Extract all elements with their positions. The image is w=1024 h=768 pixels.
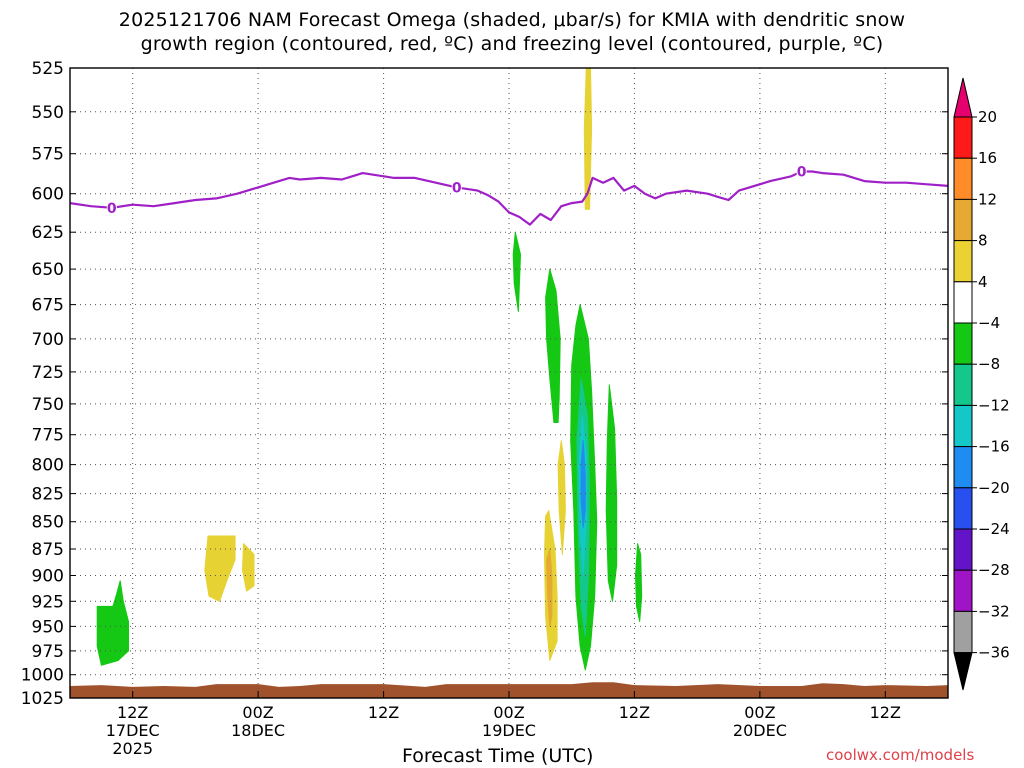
colorbar-label-2: 12 [978,190,997,208]
omega-region-5 [546,548,553,627]
colorbar-swatch-3 [953,240,973,283]
chart-title-line2: growth region (contoured, red, ºC) and f… [140,33,884,55]
colorbar-label-8: −16 [978,438,1010,456]
y-tick-label-725: 725 [32,363,64,383]
y-tick-label-875: 875 [32,540,64,560]
omega-region-2 [204,535,236,602]
colorbar-label-1: 16 [978,149,997,167]
y-tick-label-650: 650 [32,260,64,280]
freezing-label-bg-1 [451,179,462,195]
x-tick-label-1: 00Z [242,703,273,722]
freezing-label-bg-2 [796,163,807,179]
colorbar-label-12: −32 [978,602,1010,620]
omega-region-0 [557,440,566,555]
y-tick-label-1025: 1025 [21,689,64,709]
x-tick-label-2: 12Z [368,703,399,722]
y-tick-label-575: 575 [32,145,64,165]
x-tick-date-0: 17DEC [106,721,160,740]
freezing-level-contour: 0 0 0 [69,163,949,226]
y-tick-label-900: 900 [32,567,64,587]
y-tick-label-850: 850 [32,513,64,533]
omega-shading [96,67,643,671]
colorbar-swatch-11 [953,569,973,612]
colorbar-label-10: −24 [978,520,1010,538]
colorbar-swatch-2 [953,198,973,242]
colorbar-label-3: 8 [978,232,988,250]
y-tick-label-1000: 1000 [21,666,64,686]
x-tick-label-0: 12Z [117,703,148,722]
y-tick-label-675: 675 [32,296,64,316]
omega-region-1 [583,67,593,210]
grid-lines [70,68,948,698]
y-tick-label-550: 550 [32,103,64,123]
omega-region-8 [545,268,561,423]
omega-region-11 [635,543,643,622]
colorbar-label-9: −20 [978,479,1010,497]
colorbar-label-11: −28 [978,561,1010,579]
y-tick-label-700: 700 [32,330,64,350]
colorbar-swatch-6 [953,363,973,406]
freezing-label-bg-0 [106,199,117,215]
terrain-shape [70,682,948,698]
colorbar-label-4: 4 [978,273,988,291]
colorbar-swatch-4 [953,281,973,324]
x-tick-date-1: 18DEC [231,721,285,740]
x-tick-date-5: 20DEC [733,721,787,740]
omega-region-3 [242,543,255,592]
y-tick-label-775: 775 [32,426,64,446]
colorbar-swatch-7 [953,404,973,448]
y-tick-label-750: 750 [32,395,64,415]
colorbar-label-0: 20 [978,108,997,126]
colorbar-swatch-1 [953,157,973,200]
colorbar-swatch-8 [953,446,973,489]
y-tick-label-600: 600 [32,185,64,205]
colorbar-top-arrow [953,77,973,118]
y-axis: 525 550 575 600 625 650 675 700 725 750 775 800 825 8… [21,59,948,709]
omega-colorbar: 20 16 12 8 4 −4 −8 −12 −16 −20 −24 −28 −32 −36 [953,77,1010,691]
omega-region-6 [96,580,129,666]
y-tick-label-975: 975 [32,642,64,662]
x-tick-label-3: 00Z [493,703,524,722]
freezing-label-0: 0 [107,201,117,217]
y-tick-label-625: 625 [32,223,64,243]
chart-title: 2025121706 NAM Forecast Omega (shaded, μ… [0,8,1024,56]
freezing-label-1: 0 [452,180,462,196]
freezing-level-line [69,170,949,226]
colorbar-label-13: −36 [978,644,1010,662]
colorbar-swatch-0 [953,116,973,159]
colorbar-swatch-5 [953,322,973,365]
omega-region-10 [605,384,618,602]
x-tick-year-0: 2025 [112,739,153,758]
colorbar-label-5: −4 [978,314,1000,332]
y-tick-label-925: 925 [32,592,64,612]
omega-region-14 [580,440,586,528]
colorbar-swatch-10 [953,528,973,571]
x-tick-label-5: 00Z [744,703,775,722]
y-tick-label-825: 825 [32,485,64,505]
freezing-label-2: 0 [797,165,807,181]
y-tick-label-525: 525 [32,59,64,79]
terrain-fill [70,682,948,698]
x-tick-date-3: 19DEC [482,721,536,740]
colorbar-bottom-arrow [953,652,973,691]
colorbar-swatch-12 [953,610,973,654]
y-tick-label-950: 950 [32,617,64,637]
x-tick-label-6: 12Z [870,703,901,722]
colorbar-label-7: −12 [978,396,1010,414]
omega-region-7 [512,231,521,313]
x-axis-label: Forecast Time (UTC) [402,745,594,767]
y-tick-label-800: 800 [32,456,64,476]
colorbar-label-6: −8 [978,355,1000,373]
chart-title-line1: 2025121706 NAM Forecast Omega (shaded, μ… [118,9,906,31]
colorbar-swatch-9 [953,487,973,530]
source-credit: coolwx.com/models [826,746,975,764]
x-tick-label-4: 12Z [619,703,650,722]
